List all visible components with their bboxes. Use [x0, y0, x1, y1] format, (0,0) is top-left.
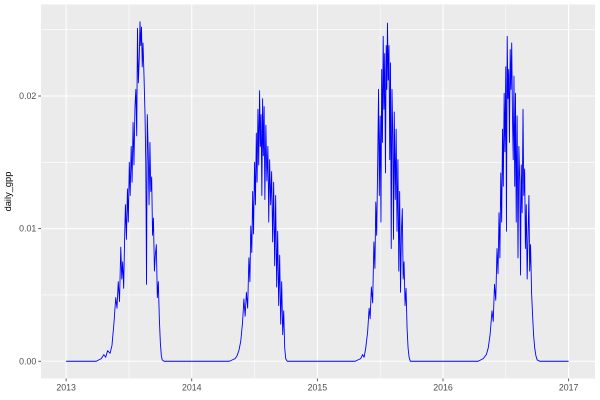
axis-tick-labels: 2013 2014 2015 2016 2017 0.00 0.01 0.02: [19, 91, 578, 393]
y-axis-title: daily_gpp: [3, 172, 13, 212]
x-tick-label: 2017: [559, 383, 579, 393]
x-tick-label: 2014: [182, 383, 202, 393]
gpp-line-series: [66, 21, 569, 362]
grid-major: [41, 4, 595, 379]
x-tick-label: 2016: [433, 383, 453, 393]
y-tick-label: 0.02: [19, 91, 36, 101]
x-tick-label: 2013: [56, 383, 76, 393]
data-layer: [66, 21, 569, 362]
plot-panel: [41, 4, 595, 379]
y-tick-label: 0.00: [19, 356, 36, 366]
axis-tick-marks: [38, 95, 570, 382]
x-tick-label: 2015: [308, 383, 328, 393]
y-tick-label: 0.01: [19, 224, 36, 234]
